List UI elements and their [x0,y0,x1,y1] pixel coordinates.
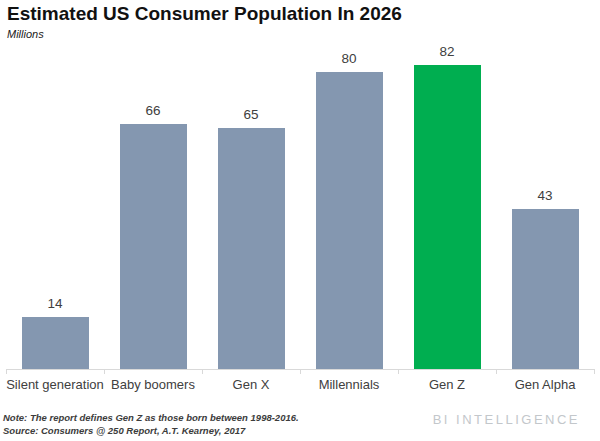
bar-value-label: 66 [104,103,202,119]
bar-value-label: 82 [398,44,496,60]
bar [22,317,89,369]
note-line-1: Note: The report defines Gen Z as those … [3,412,299,423]
bar-value-label: 65 [202,107,300,123]
bar-value-label: 80 [300,51,398,67]
bar-value-label: 14 [6,296,104,312]
x-axis-label: Gen X [202,375,300,395]
x-axis-line [6,369,594,370]
bar [218,128,285,369]
bar [512,209,579,369]
bar [316,72,383,369]
chart-container: Estimated US Consumer Population In 2026… [0,0,600,441]
x-axis-label: Millennials [300,375,398,395]
bar [414,65,481,369]
x-axis-label: Gen Alpha [496,375,594,395]
bar [120,124,187,369]
axis-tick [594,369,595,374]
x-axis-label: Baby boomers [104,375,202,395]
chart-title: Estimated US Consumer Population In 2026 [7,3,402,25]
logo-text: BI INTELLIGENCE [433,412,580,427]
bar-value-label: 43 [496,188,594,204]
chart-subtitle: Millions [7,28,44,40]
x-axis-label: Silent generation [6,375,104,395]
x-axis-label: Gen Z [398,375,496,395]
note-line-2: Source: Consumers @ 250 Report, A.T. Kea… [3,425,245,436]
